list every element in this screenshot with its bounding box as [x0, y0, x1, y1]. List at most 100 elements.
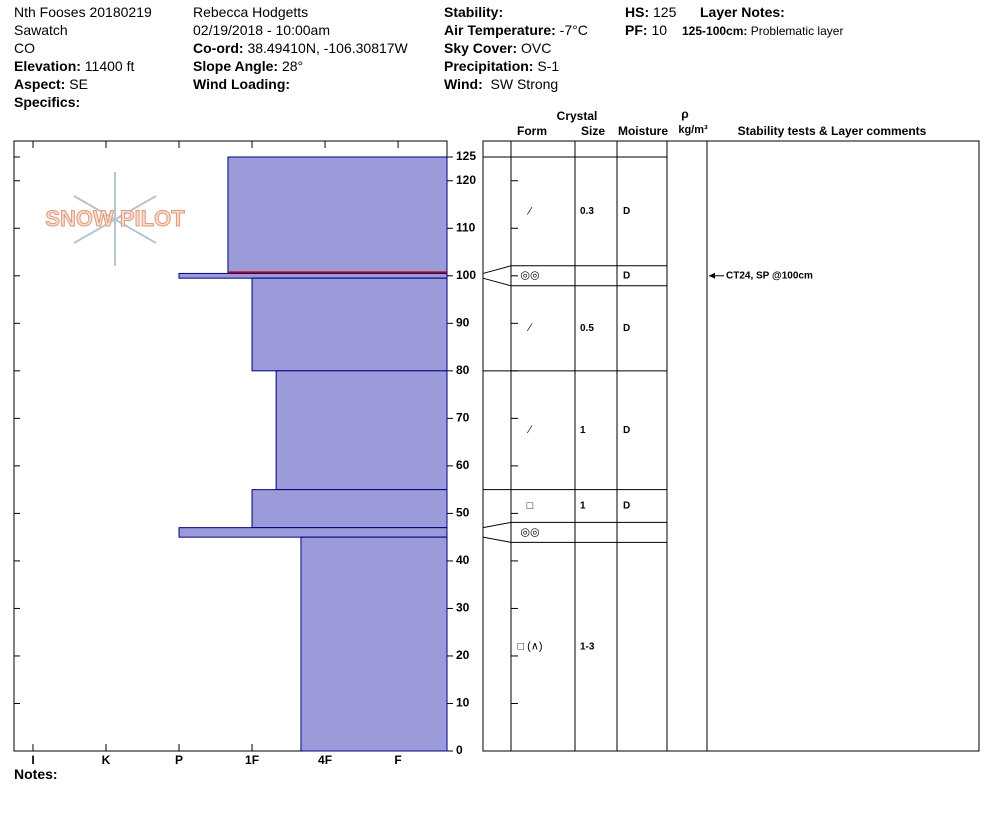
grain-form: ⁄ — [526, 424, 533, 436]
field: Wind: SW Strong — [444, 75, 558, 93]
col-header: Stability tests & Layer comments — [738, 124, 927, 138]
hardness-tick-label: 4F — [318, 753, 332, 767]
depth-tick-label: 50 — [456, 506, 470, 520]
moisture: D — [623, 206, 630, 217]
arrow-head — [709, 272, 715, 279]
test-label: CT24, SP @100cm — [726, 270, 813, 281]
moisture: D — [623, 323, 630, 334]
col-header: Size — [581, 124, 605, 138]
hardness-bar — [251, 489, 448, 529]
hardness-bar — [178, 527, 448, 538]
grain-size: 0.5 — [580, 323, 594, 334]
hardness-bar — [227, 156, 448, 274]
label: Wind Loading: — [193, 76, 291, 92]
label: 125-100cm: — [682, 24, 748, 38]
col-header: Moisture — [618, 124, 668, 138]
layer-note: 125-100cm: Problematic layer — [682, 22, 843, 40]
notes-label: Notes: — [14, 766, 58, 782]
logo-text: SNOW PILOT — [45, 206, 185, 231]
range: Sawatch — [14, 22, 68, 38]
hardness-tick-label: P — [175, 753, 183, 767]
observer: Rebecca Hodgetts — [193, 4, 309, 20]
value: -7°C — [559, 22, 588, 38]
hardness-bar — [300, 536, 448, 752]
grain-form: □ — [527, 500, 534, 512]
value: 11400 ft — [84, 58, 135, 74]
value: OVC — [521, 40, 552, 56]
field: HS: 125 — [625, 3, 676, 21]
depth-tick-label: 20 — [456, 648, 470, 662]
hardness-tick-label: K — [102, 753, 111, 767]
hardness-bar — [275, 370, 448, 491]
col-header: Crystal — [557, 109, 598, 123]
state: CO — [14, 40, 35, 56]
label: Slope Angle: — [193, 58, 279, 74]
depth-tick-label: 10 — [456, 696, 470, 710]
grain-size: 1 — [580, 425, 586, 436]
site: Nth Fooses 20180219 — [14, 4, 152, 20]
grain-form: ⁄ — [526, 322, 533, 334]
grain-size: 0.3 — [580, 206, 594, 217]
label: Wind: — [444, 76, 483, 92]
field: Precipitation: S-1 — [444, 57, 559, 75]
label: Aspect: — [14, 76, 66, 92]
fan-line — [482, 265, 512, 274]
field: Elevation: 11400 ft — [14, 57, 134, 75]
value: SE — [69, 76, 88, 92]
label: Specifics: — [14, 94, 81, 110]
field: Slope Angle: 28° — [193, 57, 303, 75]
hardness-bar — [178, 272, 448, 279]
label: PF: — [625, 22, 648, 38]
label: Stability: — [444, 4, 504, 20]
label: Sky Cover: — [444, 40, 518, 56]
depth-tick-label: 60 — [456, 458, 470, 472]
moisture: D — [623, 270, 630, 281]
fan-line — [482, 521, 512, 529]
grain-size: 1 — [580, 501, 586, 512]
field: Co-ord: 38.49410N, -106.30817W — [193, 39, 408, 57]
depth-tick-label: 40 — [456, 553, 470, 567]
field: Air Temperature: -7°C — [444, 21, 588, 39]
label: Co-ord: — [193, 40, 244, 56]
field: Sky Cover: OVC — [444, 39, 551, 57]
depth-tick-label: 30 — [456, 601, 470, 615]
datetime: 02/19/2018 - 10:00am — [193, 22, 330, 38]
depth-tick-label: 90 — [456, 315, 470, 329]
grain-form: □ (∧) — [517, 641, 542, 653]
label: Elevation: — [14, 58, 81, 74]
depth-tick-label: 125 — [456, 149, 476, 163]
moisture: D — [623, 501, 630, 512]
depth-tick-label: 70 — [456, 411, 470, 425]
field: PF: 10 — [625, 21, 667, 39]
value: 125 — [653, 4, 677, 20]
table-frame — [482, 140, 980, 752]
grain-form: ◎◎ — [520, 270, 539, 282]
label: Layer Notes: — [700, 4, 785, 20]
grain-size: 1-3 — [580, 641, 595, 652]
value: SW Strong — [490, 76, 559, 92]
value: S-1 — [537, 58, 560, 74]
depth-tick-label: 80 — [456, 363, 470, 377]
moisture: D — [623, 425, 630, 436]
grain-form: ⁄ — [526, 205, 533, 217]
col-header: kg/m³ — [678, 124, 708, 136]
field: Aspect: SE — [14, 75, 88, 93]
value: 10 — [651, 22, 668, 38]
depth-tick-label: 0 — [456, 743, 463, 757]
value: Problematic layer — [750, 24, 844, 38]
hardness-tick-label: I — [31, 753, 34, 767]
col-header: Form — [517, 124, 547, 138]
label: Precipitation: — [444, 58, 534, 74]
grain-form: ◎◎ — [520, 526, 539, 538]
hardness-tick-label: F — [394, 753, 401, 767]
depth-tick-label: 100 — [456, 268, 476, 282]
label: Air Temperature: — [444, 22, 556, 38]
depth-tick-label: 120 — [456, 173, 476, 187]
fan-line — [482, 536, 512, 543]
fan-line — [482, 277, 512, 287]
hardness-tick-label: 1F — [245, 753, 259, 767]
depth-tick-label: 110 — [456, 220, 476, 234]
value: 28° — [281, 58, 304, 74]
